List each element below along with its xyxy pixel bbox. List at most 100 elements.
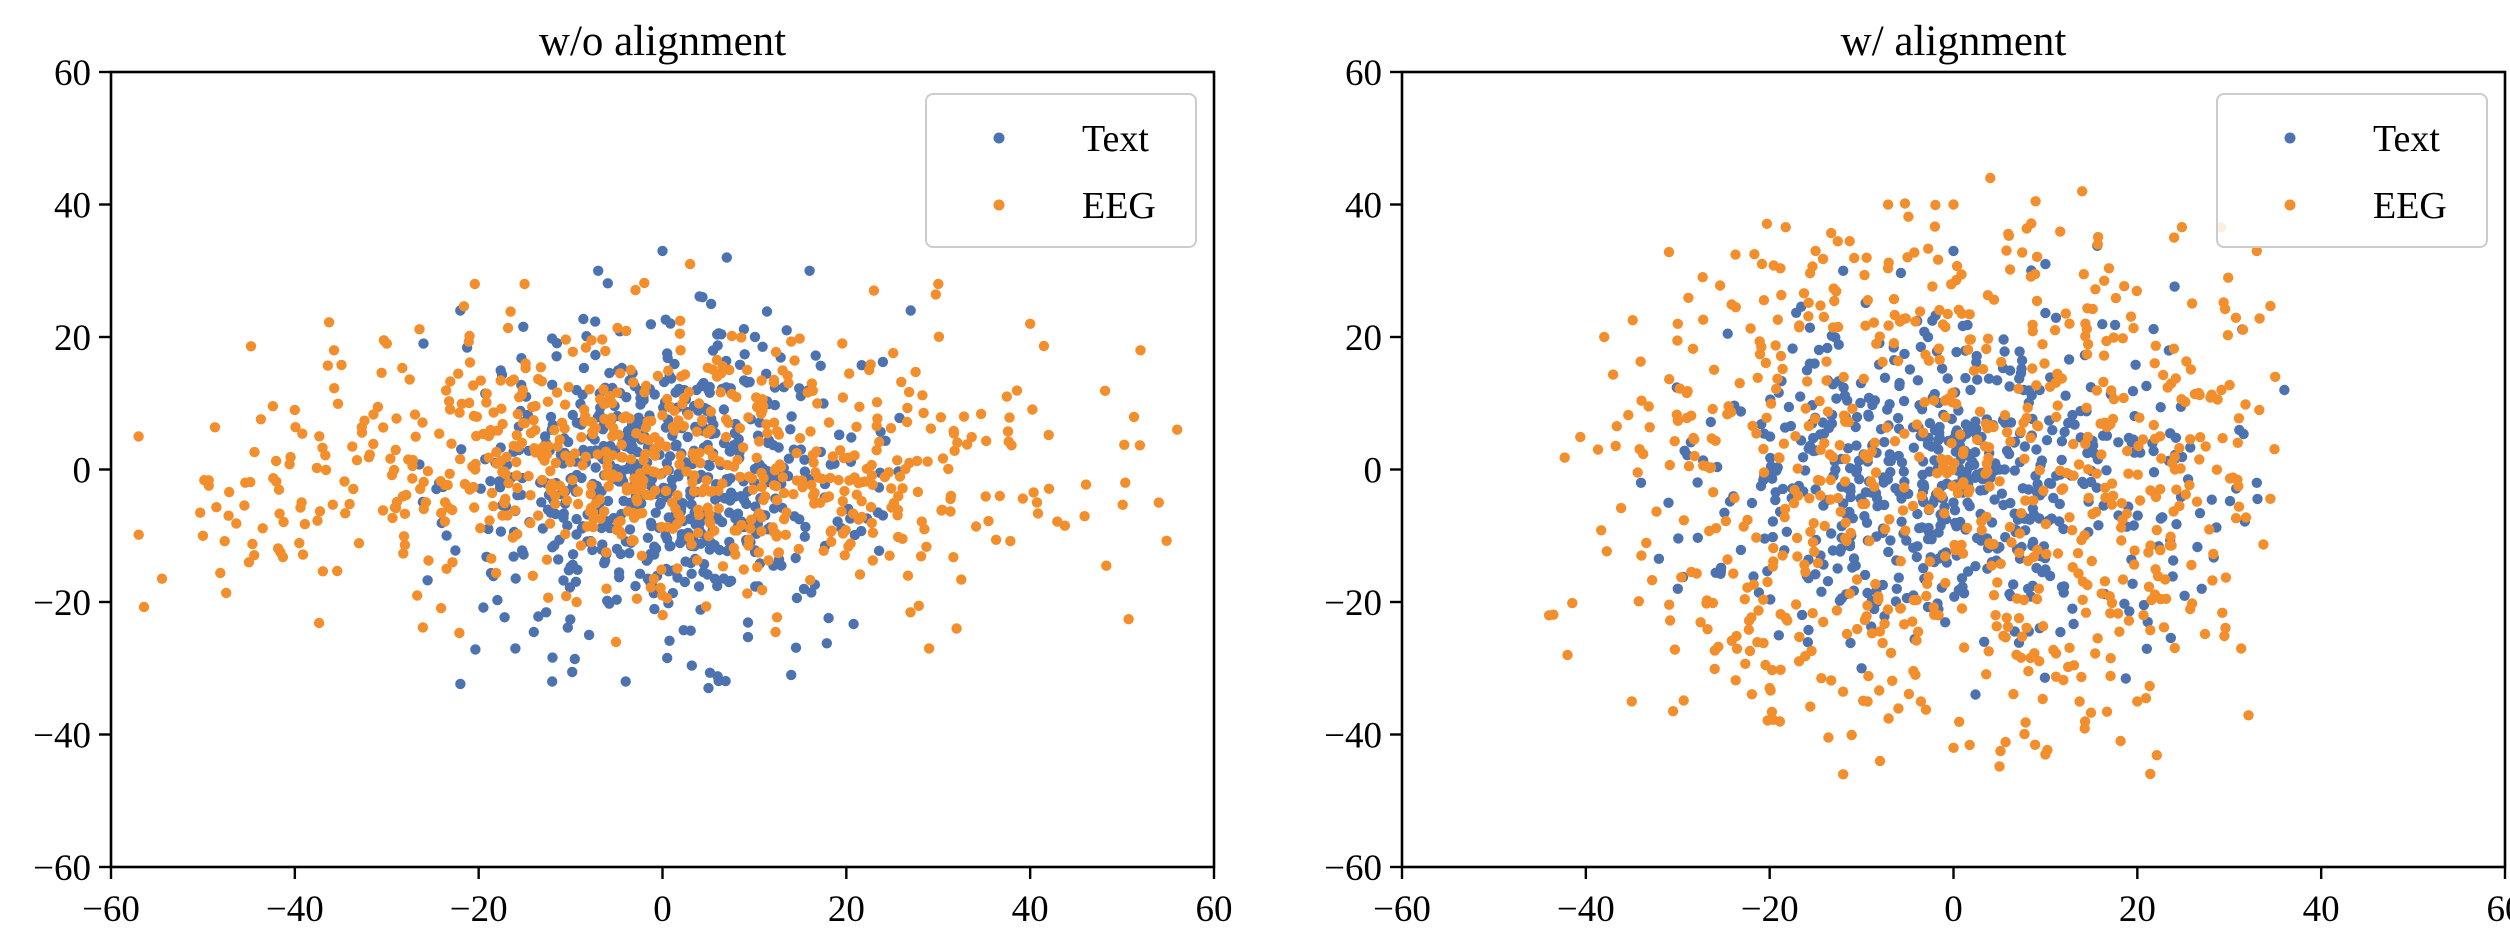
scatter-point: [2080, 318, 2091, 329]
scatter-point: [239, 500, 250, 511]
scatter-point: [723, 417, 734, 428]
scatter-point: [436, 507, 447, 519]
scatter-point: [752, 561, 763, 573]
scatter-point: [638, 455, 649, 466]
scatter-point: [444, 468, 455, 479]
scatter-point: [270, 455, 282, 467]
scatter-point: [2106, 499, 2118, 510]
scatter-point: [1768, 542, 1779, 554]
scatter-point: [1760, 659, 1771, 671]
scatter-point: [2162, 382, 2173, 393]
scatter-point: [1912, 375, 1924, 386]
scatter-point: [1852, 623, 1863, 635]
scatter-point: [667, 421, 679, 433]
scatter-point: [1689, 450, 1700, 462]
scatter-point: [556, 417, 568, 428]
scatter-point: [620, 676, 631, 687]
scatter-point: [1682, 386, 1693, 397]
scatter-point: [1818, 428, 1830, 439]
scatter-point: [1802, 637, 1814, 648]
scatter-point: [1898, 466, 1910, 477]
scatter-point: [763, 437, 774, 449]
scatter-point: [289, 404, 300, 416]
scatter-point: [2031, 380, 2042, 391]
scatter-point: [2095, 418, 2106, 429]
scatter-point: [1807, 608, 1818, 619]
scatter-point: [328, 345, 340, 356]
scatter-point: [317, 566, 329, 577]
scatter-point: [662, 348, 673, 359]
scatter-point: [2150, 340, 2161, 351]
scatter-point: [1559, 452, 1570, 463]
scatter-point: [492, 594, 503, 606]
scatter-point: [2083, 464, 2094, 475]
scatter-point: [682, 431, 693, 443]
scatter-point: [508, 374, 519, 385]
scatter-point: [614, 572, 625, 583]
scatter-point: [1894, 380, 1905, 392]
scatter-point: [1803, 420, 1815, 432]
scatter-point: [567, 666, 578, 678]
scatter-point: [1744, 645, 1756, 657]
scatter-point: [1767, 531, 1779, 543]
scatter-point: [848, 618, 859, 630]
scatter-point: [1994, 464, 2005, 475]
scatter-point: [717, 361, 728, 372]
scatter-point: [901, 416, 913, 428]
scatter-point: [1723, 401, 1734, 412]
scatter-point: [1708, 364, 1720, 375]
scatter-point: [975, 408, 987, 420]
scatter-point: [815, 360, 826, 371]
scatter-point: [913, 600, 924, 611]
scatter-point: [464, 330, 475, 342]
scatter-point: [783, 378, 794, 389]
scatter-point: [2127, 386, 2139, 397]
scatter-point: [536, 497, 547, 508]
scatter-point: [1758, 295, 1770, 306]
scatter-point: [2122, 445, 2133, 457]
scatter-point: [435, 603, 447, 614]
scatter-point: [629, 473, 640, 484]
scatter-point: [865, 501, 877, 513]
scatter-point: [2148, 323, 2159, 335]
scatter-point: [1735, 544, 1747, 556]
scatter-point: [600, 446, 612, 457]
scatter-point: [696, 380, 707, 392]
scatter-point: [1722, 328, 1733, 339]
scatter-point: [980, 491, 991, 502]
scatter-point: [686, 539, 697, 550]
scatter-point: [1719, 507, 1730, 518]
scatter-point: [2230, 312, 2242, 323]
scatter-point: [1927, 281, 1938, 292]
scatter-point: [650, 507, 661, 518]
scatter-point: [311, 462, 323, 474]
scatter-point: [856, 511, 868, 523]
scatter-point: [684, 258, 696, 270]
scatter-point: [1879, 372, 1891, 383]
scatter-point: [1970, 689, 1981, 700]
scatter-point: [596, 522, 607, 534]
scatter-point: [1976, 525, 1988, 536]
scatter-point: [2098, 500, 2109, 511]
scatter-point: [885, 423, 897, 434]
scatter-point: [399, 539, 411, 551]
scatter-point: [601, 547, 612, 558]
scatter-point: [1829, 295, 1840, 307]
scatter-point: [1846, 729, 1857, 741]
scatter-point: [1663, 497, 1674, 508]
scatter-point: [1796, 609, 1808, 621]
scatter-point: [1749, 249, 1760, 260]
scatter-point: [441, 563, 452, 574]
scatter-point: [686, 660, 697, 671]
scatter-point: [2181, 356, 2192, 367]
scatter-point: [2031, 444, 2042, 455]
scatter-point: [2056, 454, 2067, 466]
scatter-point: [1915, 341, 1927, 353]
scatter-point: [593, 265, 604, 276]
scatter-point: [1792, 463, 1803, 474]
scatter-point: [615, 548, 626, 560]
scatter-point: [511, 456, 522, 468]
scatter-point: [598, 398, 610, 410]
scatter-point: [1885, 535, 1896, 546]
scatter-point: [1838, 769, 1849, 780]
